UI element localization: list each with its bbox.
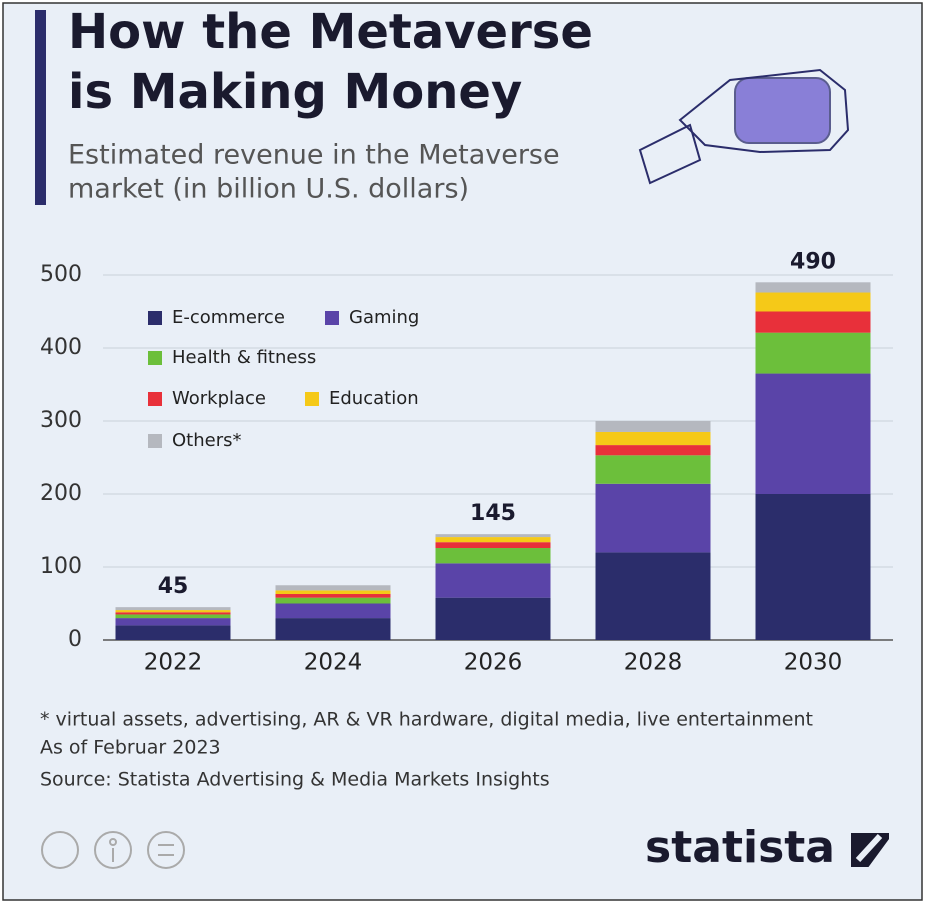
y-tick-label: 100 [40, 554, 82, 579]
vr-headset-icon [638, 68, 850, 185]
bar-segment [755, 311, 871, 333]
legend-swatch [148, 311, 162, 325]
bar-segment [275, 597, 391, 604]
legend-swatch [305, 392, 319, 406]
bar-segment [435, 534, 551, 538]
legend-swatch [148, 392, 162, 406]
bar-segment [115, 610, 231, 613]
legend-swatch [148, 351, 162, 365]
x-tick-label: 2030 [784, 650, 843, 676]
bar-segment [595, 431, 711, 446]
y-tick-label: 0 [68, 627, 82, 652]
y-tick-label: 500 [40, 262, 82, 287]
source: Source: Statista Advertising & Media Mar… [40, 769, 550, 791]
bar-segment [115, 618, 231, 626]
bar-segment [595, 445, 711, 456]
bar-segment [275, 594, 391, 598]
bar-segment [755, 282, 871, 293]
bar-segment [115, 607, 231, 611]
bar-segment [435, 537, 551, 543]
bar-segment [275, 590, 391, 595]
brand-mark [845, 827, 895, 873]
y-tick-label: 300 [40, 408, 82, 433]
bar-segment [115, 614, 231, 619]
legend-label: Health & fitness [172, 347, 316, 368]
legend-swatch [325, 311, 339, 325]
total-label: 490 [790, 249, 836, 274]
bar-segment [275, 618, 391, 640]
bar-segment [755, 292, 871, 312]
legend-label: Others* [172, 430, 242, 451]
legend-swatch [148, 434, 162, 448]
bar-segment [435, 563, 551, 598]
bar-segment [275, 603, 391, 619]
brand-logo: statista [645, 822, 835, 873]
y-tick-label: 400 [40, 335, 82, 360]
bar-segment [755, 373, 871, 494]
bar-segment [435, 542, 551, 549]
chart-subtitle: market (in billion U.S. dollars) [68, 174, 469, 205]
x-tick-label: 2026 [464, 650, 523, 676]
bar-segment [755, 332, 871, 374]
bar-segment [595, 455, 711, 484]
bar-segment [115, 612, 231, 615]
bar-segment [435, 597, 551, 640]
total-label: 45 [158, 574, 189, 599]
y-tick-label: 200 [40, 481, 82, 506]
bar-segment [115, 625, 231, 640]
chart-title: How the Metaverse [68, 4, 593, 60]
chart-subtitle: Estimated revenue in the Metaverse [68, 140, 560, 171]
bar-segment [275, 585, 391, 591]
footnote: As of Februar 2023 [40, 737, 221, 759]
title-bar [35, 10, 46, 205]
total-label: 145 [470, 501, 516, 526]
bar-segment [435, 548, 551, 564]
license-icons [41, 831, 185, 869]
chart-title: is Making Money [68, 64, 522, 120]
legend-label: Education [329, 388, 419, 409]
bar-segment [595, 421, 711, 432]
bar-segment [595, 552, 711, 640]
legend-label: Workplace [172, 388, 266, 409]
x-tick-label: 2028 [624, 650, 683, 676]
x-tick-label: 2024 [304, 650, 363, 676]
legend-label: E-commerce [172, 307, 285, 328]
bar-segment [595, 483, 711, 553]
bar-segment [755, 494, 871, 640]
x-tick-label: 2022 [144, 650, 203, 676]
legend-label: Gaming [349, 307, 419, 328]
footnote: * virtual assets, advertising, AR & VR h… [40, 709, 813, 731]
